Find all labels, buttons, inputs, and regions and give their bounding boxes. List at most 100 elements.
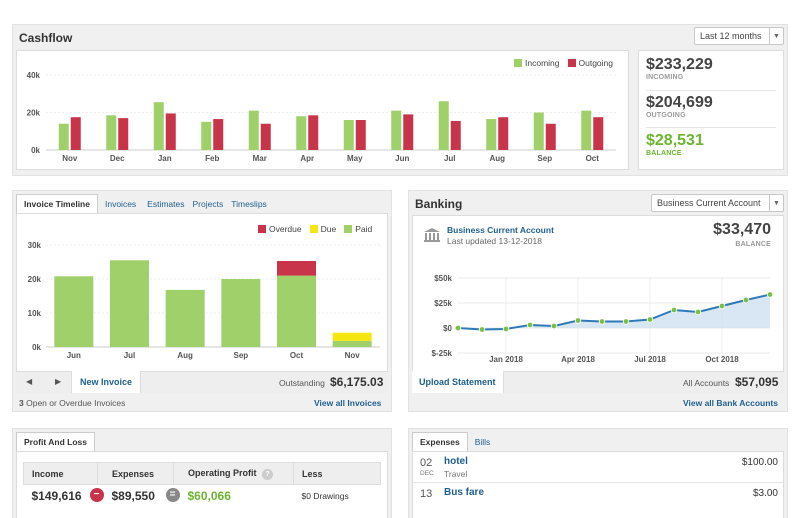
expense-name[interactable]: hotel [444, 456, 468, 467]
income-header: Income [23, 462, 98, 485]
operating-profit-value: $60,066 [187, 488, 231, 503]
x-tick-label: Jul [444, 154, 456, 163]
prev-arrow-icon[interactable]: ◀ [26, 377, 33, 386]
operating-profit-label: Operating Profit [188, 467, 257, 478]
next-arrow-icon[interactable]: ▶ [55, 377, 62, 386]
y-tick-label: 0k [32, 343, 41, 352]
x-tick-label: Sep [233, 351, 248, 360]
bank-account-name[interactable]: Business Current Account [447, 225, 554, 235]
y-tick-label: 0k [31, 146, 40, 155]
cashflow-summary [638, 50, 784, 170]
view-all-bank-accounts-link[interactable]: View all Bank Accounts [683, 398, 778, 408]
bank-account-select[interactable]: Business Current Account ▼ [651, 194, 784, 212]
banking-title: Banking [415, 197, 463, 211]
expenses-value: $89,550 = [98, 485, 180, 507]
outstanding-value: $6,175.03 [330, 375, 384, 389]
outgoing-swatch [567, 59, 576, 67]
balance-point [718, 302, 726, 310]
upload-statement-button[interactable]: Upload Statement [412, 371, 504, 393]
incoming-bar [153, 102, 164, 150]
invoice-legend: Overdue Due Paid [254, 224, 372, 234]
cashflow-legend: Incoming Outgoing [510, 58, 613, 68]
x-tick-label: Oct [586, 154, 600, 163]
outgoing-bar [118, 118, 129, 150]
y-tick-label: 20k [27, 109, 41, 118]
incoming-label: INCOMING [646, 74, 684, 81]
y-tick-label: $50k [434, 274, 452, 283]
y-tick-label: 30k [28, 241, 42, 250]
expense-date-month: DEC [420, 470, 434, 477]
x-tick-label: Oct 2018 [705, 355, 739, 364]
bank-balance-label: BALANCE [735, 241, 771, 248]
x-tick-label: Jan [158, 154, 172, 163]
tab-bills[interactable]: Bills [474, 437, 491, 447]
incoming-bar [343, 120, 354, 150]
outgoing-bar [450, 120, 461, 150]
expenses-area [412, 451, 784, 518]
tab-invoice-timeline[interactable]: Invoice Timeline [16, 194, 98, 213]
help-icon[interactable]: ? [262, 468, 274, 480]
expense-row[interactable]: 02 DEC hotel Travel $100.00 [412, 453, 784, 483]
x-tick-label: Jun [395, 154, 409, 163]
balance-point [526, 321, 534, 329]
open-label: Open or Overdue Invoices [26, 398, 126, 408]
outgoing-bar [70, 117, 81, 150]
incoming-bar [201, 121, 212, 150]
outgoing-bar [403, 114, 414, 150]
y-tick-label: 20k [28, 275, 42, 284]
x-tick-label: Jan 2018 [489, 355, 523, 364]
summary-incoming: $233,229 INCOMING [646, 56, 713, 81]
legend-outgoing: Outgoing [578, 58, 614, 68]
invoice-chart: 0k 10k 20k 30k Jun Jul Aug Sep Oct Nov [28, 241, 380, 360]
balance-label: BALANCE [646, 150, 682, 157]
incoming-bar [58, 123, 69, 150]
chevron-down-icon[interactable]: ▼ [769, 195, 783, 211]
outstanding-label: Outstanding [279, 378, 325, 388]
x-tick-label: Sep [537, 154, 552, 163]
tab-profit-and-loss[interactable]: Profit And Loss [16, 432, 95, 451]
summary-outgoing: $204,699 OUTGOING [646, 94, 713, 119]
tab-estimates[interactable]: Estimates [147, 199, 185, 209]
expense-name[interactable]: Bus fare [444, 487, 485, 498]
tab-invoices[interactable]: Invoices [104, 199, 137, 209]
all-accounts-label: All Accounts [683, 378, 730, 388]
view-all-invoices-link[interactable]: View all Invoices [314, 398, 382, 408]
balance-point [694, 308, 702, 316]
tab-expenses[interactable]: Expenses [412, 432, 468, 451]
incoming-bar [248, 110, 259, 150]
incoming-bar [296, 116, 307, 150]
new-invoice-button[interactable]: New Invoice [71, 371, 142, 393]
incoming-bar [438, 101, 449, 150]
cashflow-period-select[interactable]: Last 12 months ▼ [694, 27, 784, 45]
expense-row[interactable]: 13 Bus fare $3.00 [412, 484, 784, 514]
tab-timeslips[interactable]: Timeslips [231, 199, 267, 209]
expenses-header: Expenses [97, 462, 174, 485]
income-value: $149,616− [24, 485, 104, 507]
outgoing-bar [213, 119, 224, 150]
legend-overdue: Overdue [269, 224, 302, 234]
outgoing-bar [545, 123, 556, 150]
incoming-bar [106, 115, 117, 150]
balance-area [458, 294, 770, 330]
incoming-bar [581, 110, 592, 150]
balance-point [502, 325, 510, 333]
outgoing-value: $204,699 [646, 94, 713, 111]
open-invoices-text: 3 Open or Overdue Invoices [19, 398, 125, 408]
legend-paid: Paid [355, 224, 373, 234]
incoming-swatch [514, 59, 522, 67]
bank-footer-bar [412, 371, 784, 393]
x-tick-label: Apr 2018 [561, 355, 595, 364]
operating-profit-header: Operating Profit ? [173, 462, 294, 485]
tab-projects[interactable]: Projects [192, 199, 224, 209]
chevron-down-icon[interactable]: ▼ [769, 28, 783, 44]
expenses-amount: $89,550 [111, 488, 155, 503]
bank-balance-chart: $-25k $0 $25k $50k Jan 2018 Apr 2018 Jul 2018 O… [432, 274, 774, 364]
expense-date-day: 13 [420, 488, 433, 500]
x-tick-label: Nov [345, 351, 361, 360]
outgoing-label: OUTGOING [646, 112, 686, 119]
bank-select-value: Business Current Account [657, 198, 761, 208]
balance-point [478, 326, 486, 333]
incoming-bar [533, 112, 544, 150]
legend-incoming: Incoming [525, 58, 560, 68]
paid-bar [54, 276, 94, 347]
